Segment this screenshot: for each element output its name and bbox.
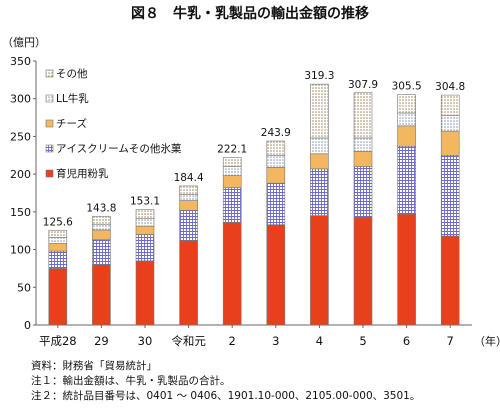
y-tick-label: 50 (17, 281, 31, 294)
total-label: 305.5 (392, 81, 422, 93)
bar-segment (266, 167, 286, 184)
bar-segment (48, 229, 68, 238)
bar-segment (222, 187, 242, 223)
bar-segment (222, 175, 242, 189)
bar-segment (310, 168, 329, 216)
note-1: 注１：輸出金額は、牛乳・乳製品の合計。 (31, 375, 231, 387)
bar-segment (92, 224, 111, 231)
plot-area: 0 50 100 150 200 250 300 350 125.6 平成28 143.8 29 153… (10, 55, 472, 348)
bar-segment (222, 166, 242, 176)
y-axis-label: （億円） (2, 36, 46, 49)
bar-segment (353, 92, 373, 139)
legend-swatch (45, 169, 54, 178)
bar-segment (310, 83, 329, 139)
legend-label: 育児用粉乳 (56, 167, 109, 180)
legend-swatch (45, 119, 54, 128)
total-label: 243.9 (261, 127, 291, 139)
bar-segment (48, 243, 68, 252)
bar-segment (179, 194, 198, 201)
legend-swatch (45, 144, 54, 153)
y-tick-label: 350 (10, 55, 31, 68)
legend-swatch (45, 94, 54, 103)
x-axis-label: （年） (474, 334, 500, 348)
bar-segment (266, 182, 286, 225)
x-tick-label: 4 (316, 334, 323, 348)
bar-segment (310, 153, 329, 170)
bar-segment (135, 234, 155, 262)
total-label: 222.1 (217, 143, 247, 155)
total-label: 184.4 (174, 172, 204, 184)
bar-segment (397, 145, 416, 215)
chart: 図８ 牛乳・乳製品の輸出金額の推移 （億円） （年） 0 50 100 150 200 2… (2, 5, 500, 348)
bar-segment (266, 140, 286, 156)
y-tick-label: 150 (10, 206, 31, 219)
bar-segment (440, 235, 460, 326)
bar-segment (179, 210, 198, 241)
x-tick-label: 3 (272, 334, 279, 348)
x-tick-label: 平成28 (39, 334, 77, 348)
bar-segment (440, 130, 460, 156)
bar-segment (48, 268, 68, 326)
x-tick-label: 29 (94, 334, 109, 348)
bar-segment (135, 225, 155, 235)
bar-segment (48, 237, 68, 244)
x-tick-label: 30 (138, 334, 153, 348)
legend-label: LL牛乳 (56, 92, 89, 105)
y-tick-label: 300 (10, 93, 31, 106)
legend-label: チーズ (56, 117, 87, 130)
total-label: 307.9 (348, 79, 378, 91)
bar-segment (135, 218, 155, 227)
bar-segment (397, 125, 416, 147)
y-tick-label: 100 (10, 244, 31, 257)
bar-segment (440, 154, 460, 237)
bar-segment (135, 260, 155, 326)
bar-segment (92, 229, 111, 241)
bar-segment (397, 94, 416, 114)
x-tick-label: 6 (403, 334, 410, 348)
bar-segment (310, 137, 329, 155)
total-label: 304.8 (435, 81, 465, 93)
bar-segment (266, 154, 286, 168)
y-tick-label: 250 (10, 130, 31, 143)
bar-segment (353, 151, 373, 167)
bar-segment (397, 213, 416, 326)
x-tick-label: 5 (359, 334, 366, 348)
y-tick-label: 0 (24, 319, 31, 332)
bar-segment (222, 157, 242, 167)
bar-segment (353, 216, 373, 326)
chart-title: 図８ 牛乳・乳製品の輸出金額の推移 (131, 5, 369, 22)
bar-segment (48, 250, 68, 269)
legend-swatch (45, 69, 54, 78)
bar-segment (397, 112, 416, 127)
bar-segment (440, 115, 460, 132)
y-tick-label: 200 (10, 168, 31, 181)
legend-label: アイスクリームその他氷菓 (56, 142, 182, 155)
bar-segment (353, 166, 373, 218)
note-2: 注２：統計品目番号は、0401 ～ 0406、1901.10-000、2105.… (31, 390, 421, 402)
bar-segment (266, 224, 286, 326)
total-label: 153.1 (130, 196, 160, 208)
bar-segment (92, 264, 111, 326)
bar-segment (179, 200, 198, 211)
total-label: 125.6 (43, 216, 73, 228)
x-tick-label: 2 (229, 334, 236, 348)
bar-segment (92, 216, 111, 225)
note-source: 資料：財務省「貿易統計」 (31, 360, 157, 372)
total-label: 143.8 (86, 203, 116, 215)
bar-segment (135, 209, 155, 219)
bar-segment (353, 137, 373, 152)
bar-segment (440, 94, 460, 116)
bar-segment (92, 239, 111, 265)
bar-segment (179, 185, 198, 195)
total-label: 319.3 (304, 70, 334, 82)
x-tick-label: 令和元 (171, 334, 206, 348)
bar-segment (179, 240, 198, 326)
x-tick-label: 7 (447, 334, 454, 348)
legend-label: その他 (56, 67, 88, 80)
bar-segment (310, 215, 329, 326)
source-notes: 資料：財務省「貿易統計」 注１：輸出金額は、牛乳・乳製品の合計。 注２：統計品目… (31, 359, 420, 404)
bar-segment (222, 222, 242, 326)
